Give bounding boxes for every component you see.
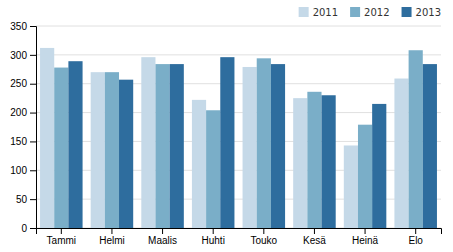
x-tick-mark: [213, 228, 214, 234]
x-tick: Touko: [250, 228, 277, 246]
y-tick-label: 100: [10, 165, 27, 176]
y-tick-label: 300: [10, 50, 27, 61]
legend-label: 2011: [313, 7, 338, 18]
y-tick: 200: [10, 107, 36, 118]
bar: [220, 57, 234, 228]
chart: 0 50 100 150 200 250 300 350 Tammi Helmi Maalis Huh…: [0, 0, 453, 252]
bar: [119, 80, 133, 228]
bar-series: [68, 57, 437, 228]
legend-swatch: [402, 7, 412, 17]
bar: [372, 104, 386, 228]
legend-item: 2011: [299, 7, 338, 18]
y-tick-label: 200: [10, 107, 27, 118]
bar: [243, 67, 257, 228]
y-tick-label: 250: [10, 78, 27, 89]
x-tick-label: Heinä: [352, 235, 379, 246]
x-tick: Tammi: [47, 228, 76, 246]
legend: 2011 2012 2013: [299, 7, 441, 18]
x-tick: Helmi: [99, 228, 125, 246]
bar: [293, 98, 307, 228]
x-tick-label: Elo: [408, 235, 423, 246]
bar-series: [40, 48, 409, 228]
x-tick-mark: [365, 228, 366, 234]
bar: [394, 79, 408, 228]
x-tick-label: Helmi: [99, 235, 125, 246]
y-tick-mark: [30, 141, 36, 142]
bar: [105, 72, 119, 228]
bar: [257, 58, 271, 228]
y-tick-mark: [30, 228, 36, 229]
bar: [206, 110, 220, 228]
bar: [68, 61, 82, 228]
y-tick: 300: [10, 50, 36, 61]
legend-swatch: [299, 7, 309, 17]
legend-label: 2012: [364, 7, 389, 18]
bar: [344, 145, 358, 228]
bar: [91, 72, 105, 228]
bar: [423, 64, 437, 228]
x-tick-label: Maalis: [148, 235, 177, 246]
x-tick: Elo: [408, 228, 423, 246]
y-tick-label: 50: [16, 194, 28, 205]
y-tick-mark: [30, 55, 36, 56]
bars: [40, 48, 437, 228]
y-tick-mark: [30, 170, 36, 171]
x-tick-label: Huhti: [202, 235, 225, 246]
legend-item: 2013: [402, 7, 441, 18]
bar: [409, 50, 423, 228]
y-tick-label: 350: [10, 21, 27, 32]
bar: [40, 48, 54, 228]
legend-swatch: [350, 7, 360, 17]
bar: [155, 64, 169, 228]
x-tick-label: Touko: [250, 235, 277, 246]
y-tick: 50: [16, 194, 36, 205]
y-tick-label: 150: [10, 136, 27, 147]
plot: 0 50 100 150 200 250 300 350 Tammi Helmi Maalis Huh…: [10, 21, 441, 246]
x-axis-line: [37, 229, 442, 235]
y-tick-label: 0: [21, 223, 27, 234]
x-tick: Maalis: [148, 228, 177, 246]
x-tick: Heinä: [352, 228, 379, 246]
x-tick: Huhti: [202, 228, 225, 246]
grid-line: [36, 54, 441, 55]
legend-item: 2012: [350, 7, 389, 18]
x-tick-mark: [162, 228, 163, 234]
x-tick-mark: [415, 228, 416, 234]
bar: [358, 125, 372, 228]
x-axis: Tammi Helmi Maalis Huhti Touko Kesä Heinä Elo: [37, 228, 442, 246]
y-tick-mark: [30, 84, 36, 85]
x-tick: Kesä: [303, 228, 326, 246]
y-tick-mark: [30, 113, 36, 114]
y-tick-mark: [30, 199, 36, 200]
y-tick: 0: [21, 223, 36, 234]
y-tick: 150: [10, 136, 36, 147]
x-tick-label: Tammi: [47, 235, 76, 246]
x-tick-mark: [61, 228, 62, 234]
y-tick-mark: [30, 26, 36, 27]
grid: [36, 26, 441, 228]
y-tick: 350: [10, 21, 36, 32]
bar: [192, 100, 206, 228]
bar: [322, 95, 336, 228]
bar: [271, 64, 285, 228]
x-tick-label: Kesä: [303, 235, 326, 246]
bar: [54, 68, 68, 228]
y-tick: 250: [10, 78, 36, 89]
y-tick: 100: [10, 165, 36, 176]
grid-line: [36, 26, 441, 27]
bar: [141, 57, 155, 228]
x-tick-mark: [111, 228, 112, 234]
y-axis: 0 50 100 150 200 250 300 350: [10, 21, 36, 234]
bar: [307, 92, 321, 228]
x-tick-mark: [314, 228, 315, 234]
y-axis-line: [30, 27, 37, 229]
legend-label: 2013: [416, 7, 441, 18]
bar-series: [54, 50, 423, 228]
bar: [170, 64, 184, 228]
x-tick-mark: [263, 228, 264, 234]
